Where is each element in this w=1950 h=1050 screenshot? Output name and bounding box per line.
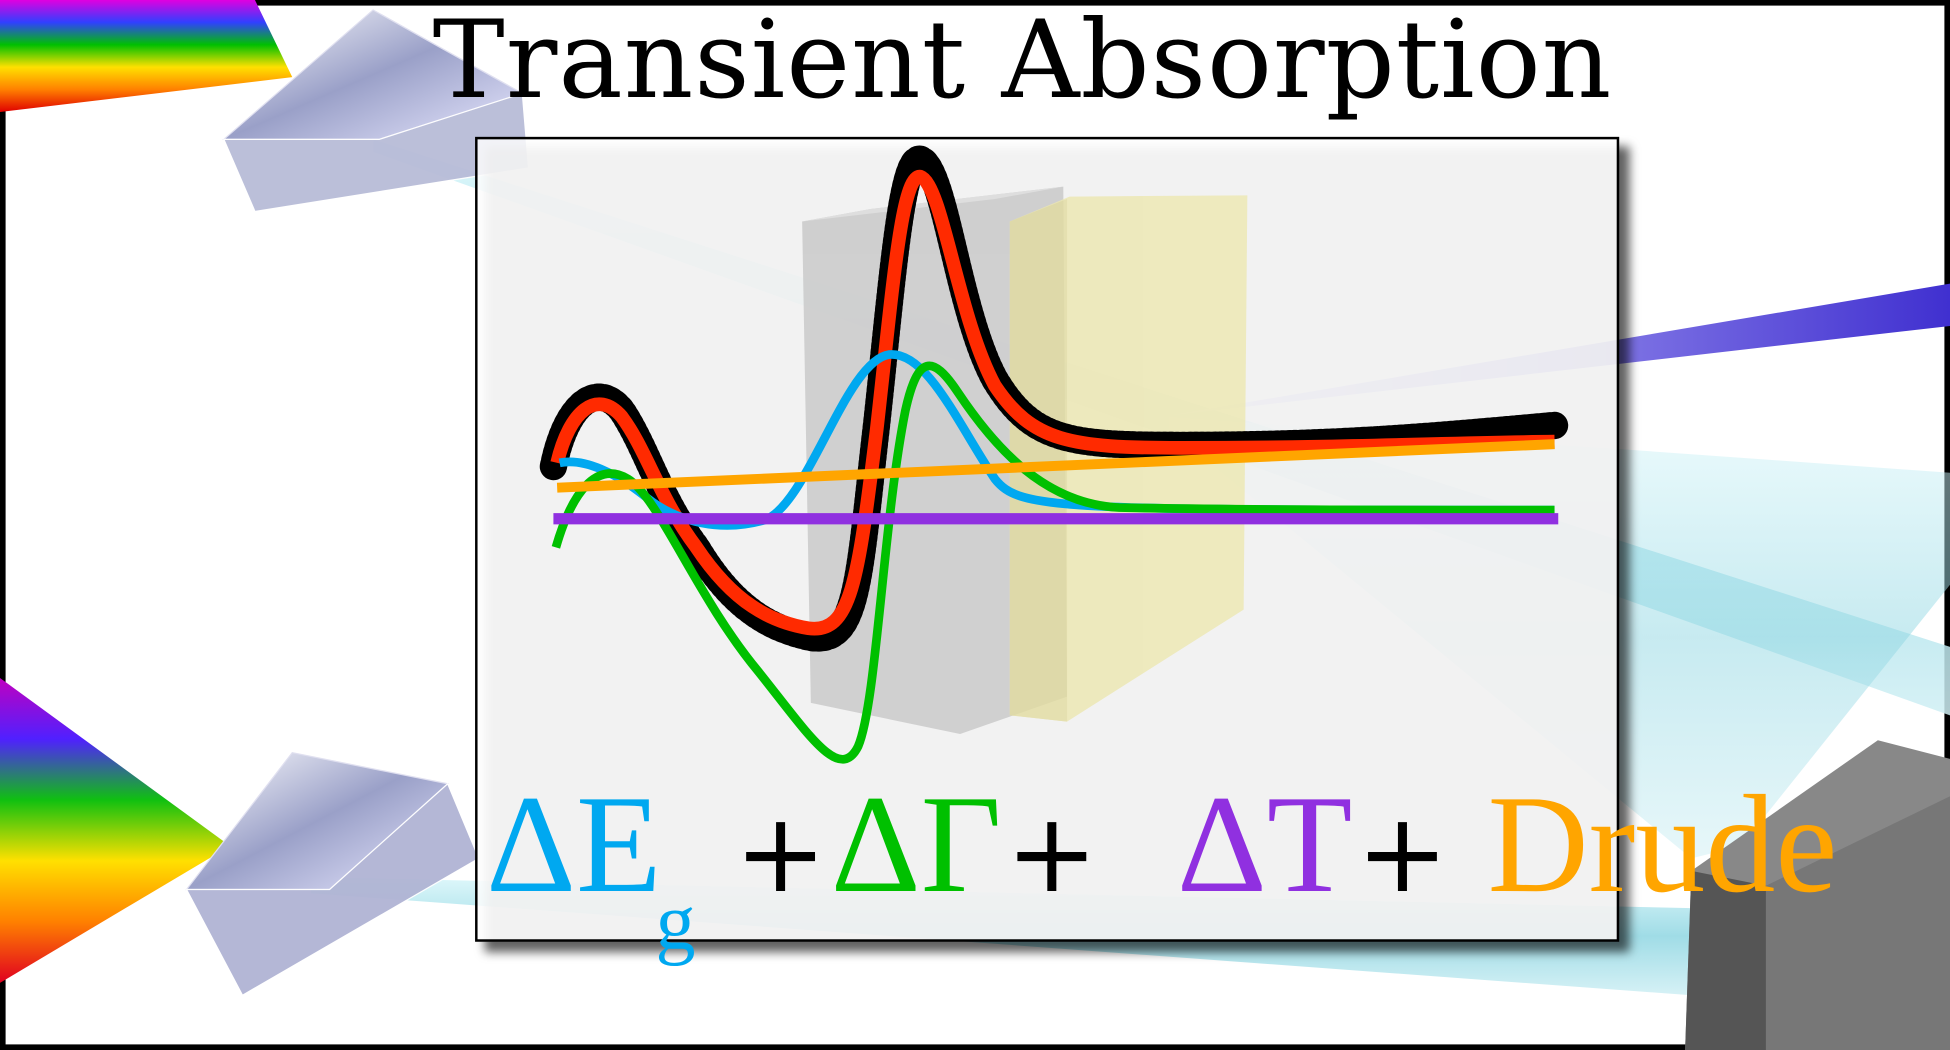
plus-operator: +: [1005, 789, 1098, 917]
equation: ΔEg +ΔΓ+ ΔT+ Drude: [486, 767, 1838, 964]
plus-operator: +: [1356, 789, 1449, 917]
term-broadening: ΔΓ: [830, 767, 1002, 922]
plus-operator: +: [734, 789, 827, 917]
term-gap-subscript: g: [655, 879, 696, 967]
curve-gap-term: [558, 350, 1555, 530]
curve-fit: [550, 169, 1555, 636]
rainbow-spectrum-top: [0, 0, 293, 112]
detector: [1685, 740, 1950, 1050]
rainbow-spectrum-bottom: [0, 678, 231, 983]
title: Transient Absorption: [432, 0, 1613, 123]
prism-bottom: [185, 751, 480, 997]
term-drude: Drude: [1487, 767, 1838, 922]
prism-top: [222, 9, 530, 213]
term-gap: ΔE: [486, 767, 662, 922]
curve-drude-term: [556, 439, 1555, 493]
term-temperature: ΔT: [1176, 767, 1353, 922]
